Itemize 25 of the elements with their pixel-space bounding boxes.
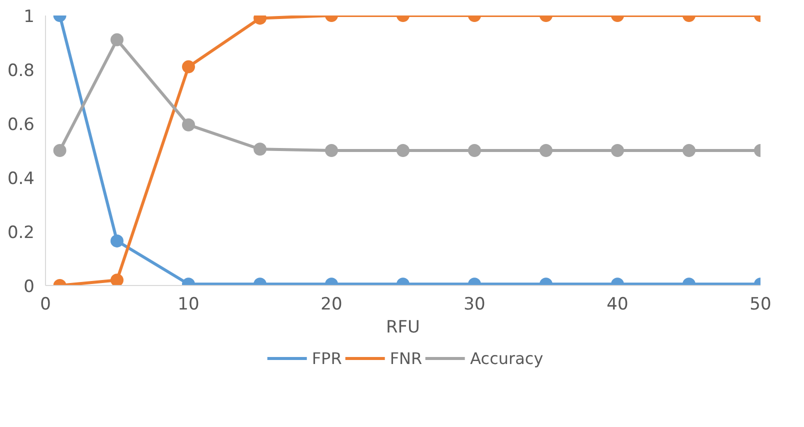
point <box>396 144 410 157</box>
legend-label: FPR <box>312 348 342 368</box>
y-tick-label: 0.4 <box>7 169 35 189</box>
point <box>611 144 624 157</box>
x-tick-label: 10 <box>178 294 200 314</box>
point <box>682 144 696 157</box>
point <box>182 118 195 132</box>
y-tick-label: 0.8 <box>7 61 35 81</box>
legend-label: Accuracy <box>470 348 544 368</box>
y-tick-label: 0 <box>24 277 35 297</box>
y-tick-label: 1 <box>24 7 35 27</box>
point <box>53 144 66 157</box>
legend-label: FNR <box>390 348 422 368</box>
point <box>254 142 266 156</box>
y-tick-label: 0.6 <box>7 115 35 135</box>
point <box>468 144 481 157</box>
y-tick-label: 0.2 <box>7 223 35 243</box>
x-tick-label: 30 <box>464 294 486 314</box>
x-tick-label: 40 <box>606 294 628 314</box>
point <box>540 144 552 157</box>
x-axis-title: RFU <box>386 318 420 338</box>
x-tick-label: 0 <box>40 294 51 314</box>
x-tick-label: 20 <box>320 294 342 314</box>
point <box>325 144 338 157</box>
x-tick-label: 50 <box>750 294 772 314</box>
